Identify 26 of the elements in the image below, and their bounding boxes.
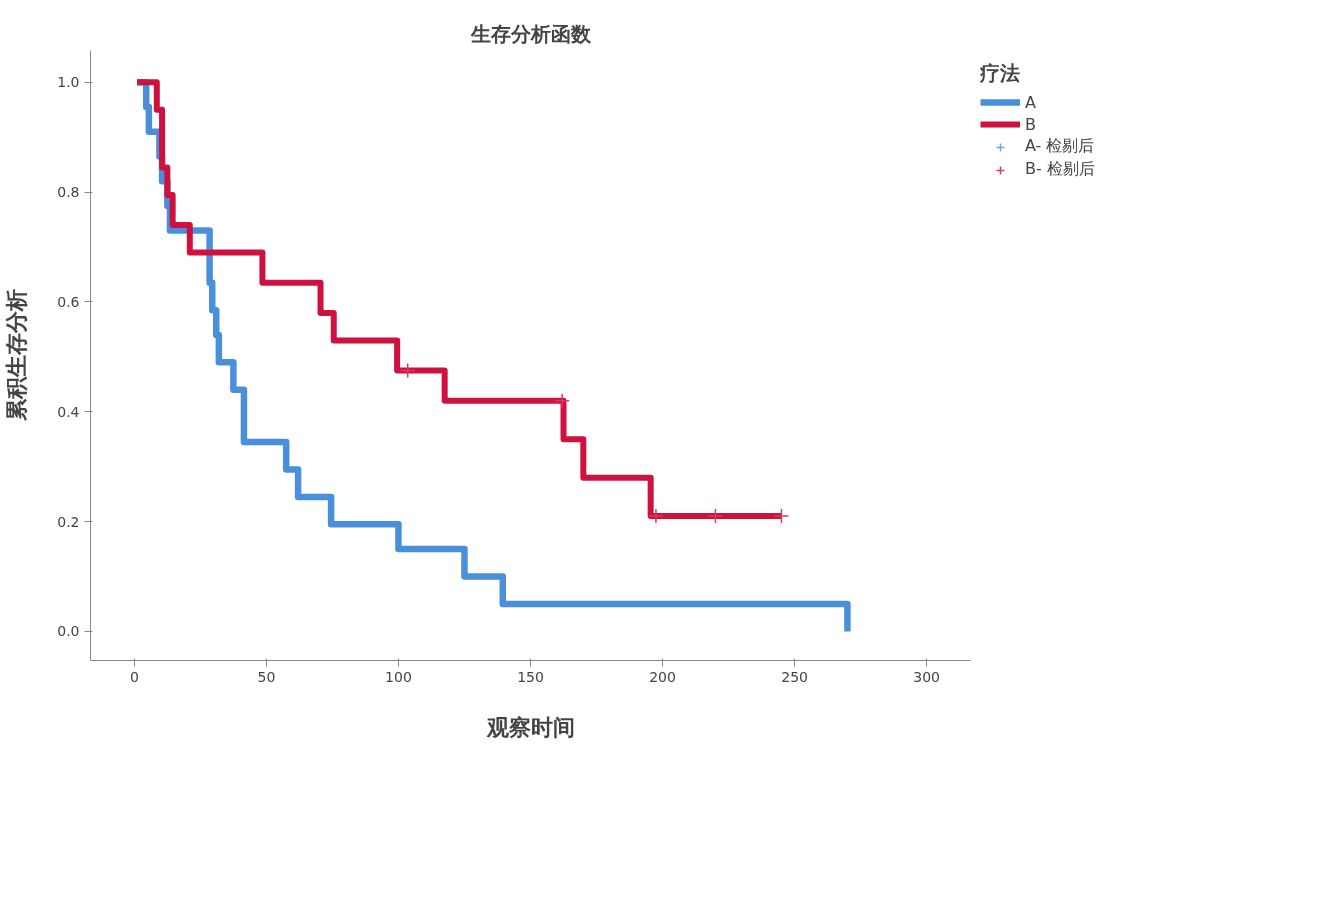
point [399, 362, 416, 379]
x-tick-label: 150 [517, 668, 544, 685]
legend-title: 疗法 [980, 60, 1021, 87]
y-tick-label: 0.8 [57, 184, 80, 201]
x-tick-label: 0 [129, 668, 139, 685]
legend-label: A [1025, 92, 1037, 112]
y-tick-label: 0.0 [57, 623, 80, 640]
x-axis-title: 观察时间 [485, 714, 575, 740]
x-tick-label: 200 [649, 668, 676, 685]
x-tick-label: 100 [385, 668, 412, 685]
y-tick-label: 0.2 [57, 513, 80, 530]
x-tick-label: 300 [913, 668, 941, 685]
legend-label: B- 检剔后 [1025, 159, 1095, 180]
y-axis-title: 累积生存分析 [4, 289, 30, 423]
point [648, 508, 664, 524]
point [773, 508, 790, 524]
point [554, 393, 570, 409]
legend-label: A- 检剔后 [1025, 136, 1095, 157]
chart-title: 生存分析函数 [469, 21, 592, 46]
legend-label: B [1025, 114, 1037, 134]
x-tick-label: 50 [257, 668, 276, 685]
y-tick-label: 0.6 [57, 293, 80, 310]
x-tick-label: 250 [781, 668, 808, 685]
point [707, 508, 724, 524]
y-tick-label: 1.0 [57, 74, 80, 91]
y-tick-label: 0.4 [57, 403, 80, 420]
